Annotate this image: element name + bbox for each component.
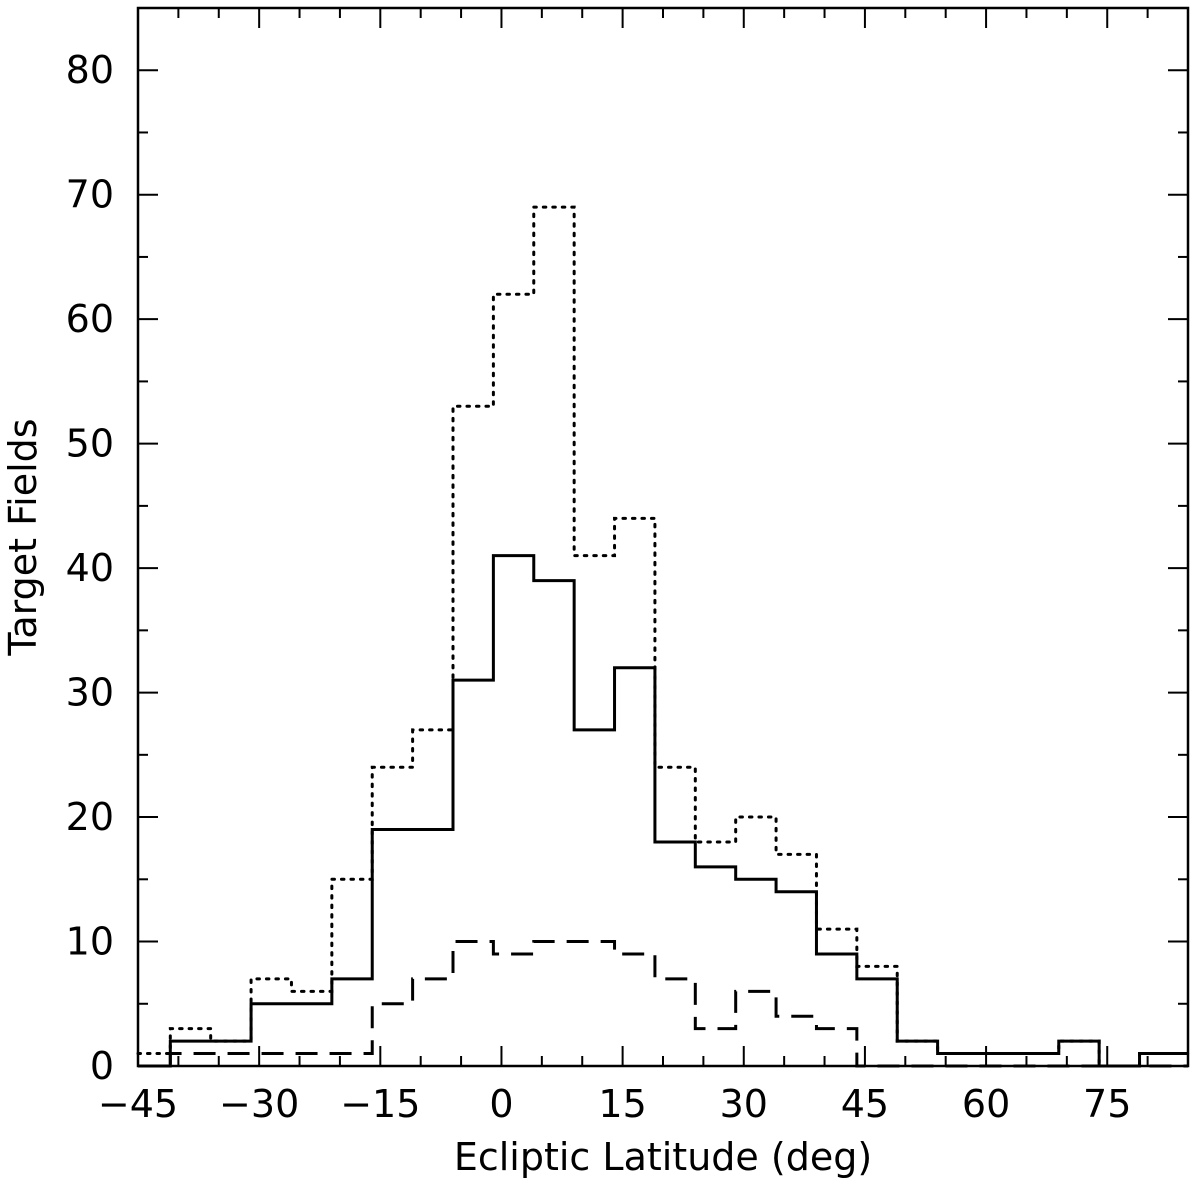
x-tick-label: 45	[841, 1082, 889, 1126]
x-tick-label: −15	[340, 1082, 420, 1126]
y-axis-title: Target Fields	[1, 418, 45, 656]
x-tick-label: 30	[720, 1082, 768, 1126]
y-tick-label: 10	[66, 920, 114, 964]
x-tick-label: 15	[598, 1082, 646, 1126]
y-tick-label: 40	[66, 546, 114, 590]
x-axis-title: Ecliptic Latitude (deg)	[454, 1135, 872, 1179]
x-tick-label: −30	[219, 1082, 299, 1126]
x-tick-labels: −45 −30 −15 0 15 30 45 60 75	[98, 1082, 1132, 1126]
x-tick-label: −45	[98, 1082, 178, 1126]
plot-frame	[136, 6, 1190, 1068]
x-tick-label: 60	[962, 1082, 1010, 1126]
x-tick-label: 75	[1083, 1082, 1131, 1126]
y-tick-label: 70	[66, 173, 114, 217]
series-group	[136, 205, 1190, 1068]
y-tick-label: 60	[66, 297, 114, 341]
y-tick-labels: 0 10 20 30 40 50 60 70 80	[66, 48, 114, 1088]
y-tick-label: 20	[66, 795, 114, 839]
histogram-series-solid	[138, 554, 1188, 1068]
x-tick-label: 0	[489, 1082, 513, 1126]
axis-ticks	[137, 7, 1189, 1067]
y-tick-label: 80	[66, 48, 114, 92]
y-tick-label: 0	[90, 1044, 114, 1088]
y-tick-label: 50	[66, 422, 114, 466]
y-tick-label: 30	[66, 671, 114, 715]
histogram-series-dotted	[136, 205, 1190, 1068]
